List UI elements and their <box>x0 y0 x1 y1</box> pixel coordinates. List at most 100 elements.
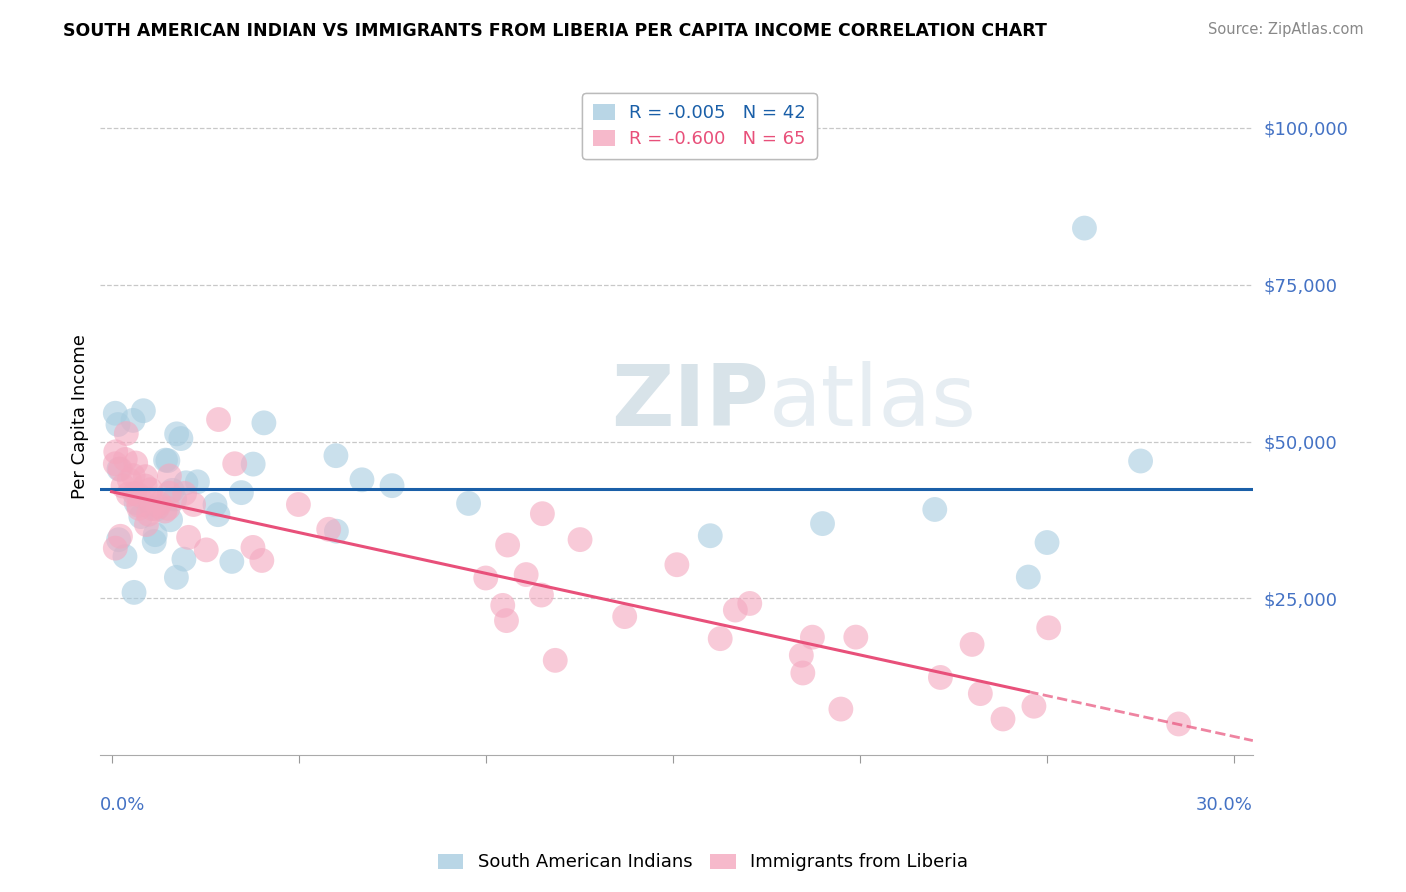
Point <box>118 473 141 487</box>
Point <box>173 486 195 500</box>
Point <box>1129 454 1152 468</box>
Point <box>242 541 264 555</box>
Point <box>1036 535 1059 549</box>
Point <box>114 549 136 564</box>
Y-axis label: Per Capita Income: Per Capita Income <box>72 334 89 499</box>
Point <box>242 457 264 471</box>
Text: atlas: atlas <box>769 361 977 444</box>
Legend: R = -0.005   N = 42, R = -0.600   N = 65: R = -0.005 N = 42, R = -0.600 N = 65 <box>582 94 817 159</box>
Point <box>114 452 136 467</box>
Point <box>104 406 127 420</box>
Point <box>125 456 148 470</box>
Point <box>155 453 177 467</box>
Point <box>830 702 852 716</box>
Point <box>699 529 721 543</box>
Text: 0.0%: 0.0% <box>100 796 146 814</box>
Point <box>122 585 145 599</box>
Point <box>153 504 176 518</box>
Point <box>224 457 246 471</box>
Point <box>207 412 229 426</box>
Text: 30.0%: 30.0% <box>1197 796 1253 814</box>
Point <box>107 533 129 547</box>
Point <box>1022 699 1045 714</box>
Point <box>110 462 132 476</box>
Point <box>204 498 226 512</box>
Point <box>148 497 170 511</box>
Point <box>138 507 160 521</box>
Point <box>231 485 253 500</box>
Point <box>170 432 193 446</box>
Point <box>139 492 162 507</box>
Point <box>709 632 731 646</box>
Point <box>544 653 567 667</box>
Point <box>108 462 131 476</box>
Point <box>186 475 208 489</box>
Point <box>474 571 496 585</box>
Point <box>157 501 180 516</box>
Point <box>128 498 150 512</box>
Point <box>569 533 592 547</box>
Point <box>177 530 200 544</box>
Point <box>665 558 688 572</box>
Point <box>159 513 181 527</box>
Point <box>250 553 273 567</box>
Text: Source: ZipAtlas.com: Source: ZipAtlas.com <box>1208 22 1364 37</box>
Point <box>110 529 132 543</box>
Point <box>195 542 218 557</box>
Point <box>174 475 197 490</box>
Point <box>1038 621 1060 635</box>
Point <box>122 413 145 427</box>
Point <box>129 509 152 524</box>
Point <box>117 487 139 501</box>
Point <box>325 524 347 539</box>
Point <box>148 500 170 514</box>
Point <box>1073 221 1095 235</box>
Point <box>141 501 163 516</box>
Point <box>991 712 1014 726</box>
Point <box>738 597 761 611</box>
Point <box>173 552 195 566</box>
Point <box>128 501 150 516</box>
Point <box>515 567 537 582</box>
Point <box>253 416 276 430</box>
Point <box>163 491 186 506</box>
Point <box>143 527 166 541</box>
Point <box>221 554 243 568</box>
Point <box>104 541 127 556</box>
Point <box>134 469 156 483</box>
Point <box>969 687 991 701</box>
Point <box>929 670 952 684</box>
Point <box>165 570 187 584</box>
Legend: South American Indians, Immigrants from Liberia: South American Indians, Immigrants from … <box>430 847 976 879</box>
Point <box>613 609 636 624</box>
Point <box>325 449 347 463</box>
Point <box>122 468 145 483</box>
Point <box>139 483 162 497</box>
Point <box>156 453 179 467</box>
Text: SOUTH AMERICAN INDIAN VS IMMIGRANTS FROM LIBERIA PER CAPITA INCOME CORRELATION C: SOUTH AMERICAN INDIAN VS IMMIGRANTS FROM… <box>63 22 1047 40</box>
Point <box>845 630 868 644</box>
Text: ZIP: ZIP <box>612 361 769 444</box>
Point <box>457 496 479 510</box>
Point <box>162 483 184 498</box>
Point <box>166 426 188 441</box>
Point <box>104 444 127 458</box>
Point <box>350 473 373 487</box>
Point <box>792 665 814 680</box>
Point <box>207 508 229 522</box>
Point <box>1017 570 1039 584</box>
Point <box>104 457 127 471</box>
Point <box>111 479 134 493</box>
Point <box>157 469 180 483</box>
Point <box>287 498 309 512</box>
Point <box>115 426 138 441</box>
Point <box>811 516 834 531</box>
Point <box>924 502 946 516</box>
Point <box>495 614 517 628</box>
Point <box>724 603 747 617</box>
Point <box>145 502 167 516</box>
Point <box>143 534 166 549</box>
Point <box>790 648 813 663</box>
Point <box>381 478 404 492</box>
Point <box>318 522 340 536</box>
